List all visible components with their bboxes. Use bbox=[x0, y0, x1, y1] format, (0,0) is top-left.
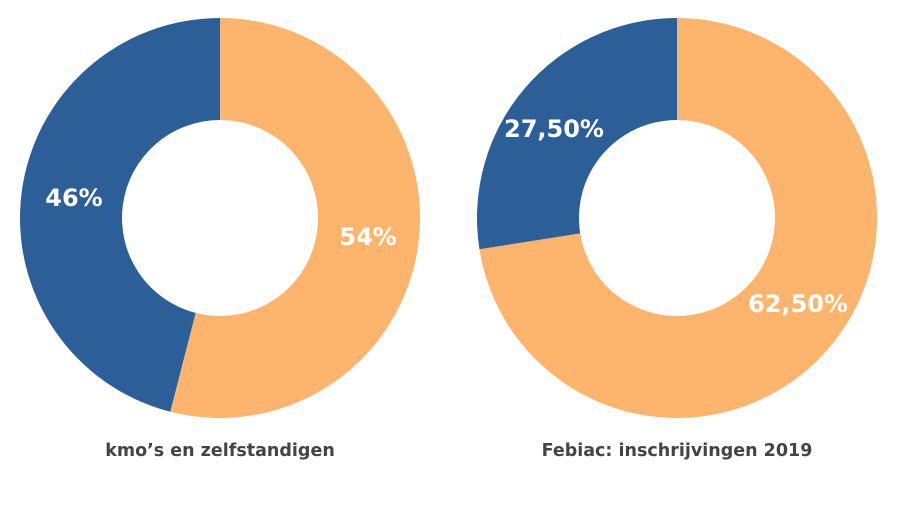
slice-27-50-percent-label: 27,50% bbox=[504, 115, 604, 143]
donut-chart-febiac: 62,50% 27,50% Febiac: inschrijvingen 2019 bbox=[477, 18, 878, 461]
slice-54-percent bbox=[170, 18, 420, 418]
slice-62-50-percent bbox=[479, 18, 878, 419]
slice-54-percent-label: 54% bbox=[339, 223, 396, 251]
slice-27-50-percent bbox=[477, 18, 677, 250]
slice-46-percent bbox=[19, 18, 220, 412]
chart-caption: Febiac: inschrijvingen 2019 bbox=[542, 441, 813, 461]
donut-chart-kmo: 54% 46% kmo’s en zelfstandigen bbox=[19, 18, 420, 461]
slice-62-50-percent-label: 62,50% bbox=[748, 290, 848, 318]
chart-caption: kmo’s en zelfstandigen bbox=[105, 441, 335, 461]
slice-46-percent-label: 46% bbox=[45, 184, 102, 212]
